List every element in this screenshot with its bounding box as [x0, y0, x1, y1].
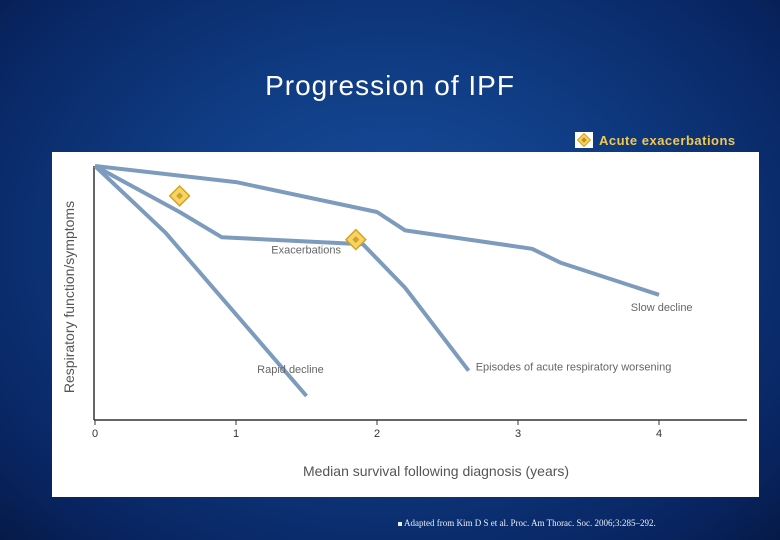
x-tick-label-4: 4 [656, 428, 662, 440]
curve-label-3: Episodes of acute respiratory worsening [476, 362, 672, 374]
source-note: Adapted from Kim D S et al. Proc. Am Tho… [398, 518, 656, 528]
x-tick-label-2: 2 [374, 428, 380, 440]
x-tick-label-3: 3 [515, 428, 521, 440]
series-line-1 [94, 164, 660, 297]
x-tick-label-0: 0 [92, 428, 98, 440]
x-tick-label-1: 1 [233, 428, 239, 440]
series-line-3 [93, 164, 309, 398]
series-line-2 [94, 164, 471, 372]
diamond-icon [575, 132, 593, 148]
slide-title: Progression of IPF [265, 70, 515, 101]
curve-label-1: Exacerbations [271, 244, 341, 256]
bullet-icon [398, 521, 402, 526]
curve-label-4: Rapid decline [257, 364, 324, 376]
y-axis-label: Respiratory function/symptoms [61, 201, 77, 393]
x-axis-label: Median survival following diagnosis (yea… [303, 463, 569, 479]
chart-panel: 0 1 2 3 4 Median survival following diagnosis… [52, 152, 759, 497]
legend-label: Acute exacerbations [599, 132, 736, 148]
source-note-text: Adapted from Kim D S et al. Proc. Am Tho… [404, 518, 656, 528]
legend: Acute exacerbations [575, 131, 736, 149]
curve-label-2: Slow decline [631, 302, 693, 314]
exacerbation-marker-core-2 [352, 236, 360, 244]
progression-chart: 0 1 2 3 4 Median survival following diagnosis… [61, 164, 747, 479]
